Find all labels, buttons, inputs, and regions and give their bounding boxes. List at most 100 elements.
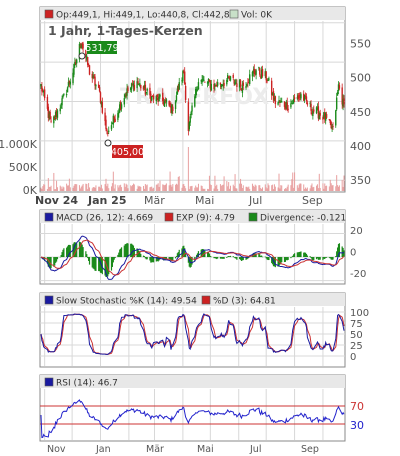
volume-bar (68, 178, 70, 191)
divergence-bar (152, 257, 154, 263)
volume-bar (287, 184, 289, 191)
volume-bar (46, 188, 48, 191)
divergence-bar (234, 257, 236, 259)
volume-bar (207, 188, 209, 191)
candle-body (306, 102, 309, 105)
divergence-bar (131, 244, 134, 258)
volume-bar (319, 187, 321, 191)
candle-body (195, 88, 197, 99)
divergence-bar (306, 255, 308, 258)
divergence-bar (68, 244, 70, 258)
volume-bar (306, 187, 308, 191)
volume-bar (158, 186, 160, 191)
volume-bar (151, 186, 153, 191)
divergence-bar (136, 248, 138, 258)
divergence-bar (317, 257, 319, 260)
candle-body (188, 122, 190, 130)
candle-body (136, 81, 138, 89)
volume-bar (176, 184, 178, 191)
volume-bar (278, 173, 280, 191)
candle-body (172, 106, 174, 111)
x-tick: Mai (195, 194, 214, 207)
divergence-bar (313, 257, 315, 261)
candle-body (337, 84, 340, 91)
candle-body (266, 80, 268, 82)
candle-body (86, 57, 89, 65)
divergence-bar (163, 257, 165, 261)
candle-body (290, 103, 292, 108)
divergence-bar (286, 257, 288, 261)
divergence-bar (155, 257, 157, 262)
divergence-bar (312, 257, 314, 261)
volume-bar (265, 187, 267, 191)
divergence-bar (255, 253, 257, 258)
volume-bar (69, 187, 71, 191)
divergence-bar (304, 252, 307, 258)
divergence-bar (152, 257, 155, 263)
volume-bar (241, 188, 243, 191)
volume-bar (169, 171, 171, 191)
volume-bar (229, 185, 231, 191)
divergence-bar (150, 257, 152, 263)
divergence-bar (216, 257, 218, 260)
candle-body (162, 92, 164, 102)
volume-bar (113, 188, 115, 191)
candle-body (49, 111, 51, 120)
volume-bar (330, 183, 332, 191)
divergence-bar (144, 257, 146, 259)
volume-bar (264, 184, 266, 191)
exp-legend-swatch (164, 212, 174, 222)
volume-bar (49, 186, 51, 191)
volume-bar (59, 185, 61, 191)
candle-body (156, 94, 158, 98)
divergence-bar (174, 257, 177, 259)
divergence-bar (341, 246, 343, 258)
volume-bar (200, 185, 202, 191)
candle-body (248, 82, 250, 84)
candle-body (249, 74, 251, 84)
divergence-bar (287, 257, 289, 260)
candle-body (195, 90, 198, 92)
candle-body (228, 77, 231, 80)
volume-bar (216, 184, 218, 191)
candle-body (95, 85, 97, 87)
volume-bar (272, 184, 274, 191)
volume-bar (43, 184, 45, 191)
rsi-tick-30: 30 (350, 419, 364, 432)
divergence-bar (204, 250, 206, 258)
volume-bar (123, 183, 125, 191)
divergence-bar (261, 255, 263, 258)
volume-bar (213, 188, 215, 191)
divergence-bar (260, 255, 262, 258)
candle-body (85, 49, 87, 58)
volume-bar (337, 185, 339, 191)
volume-bar (112, 171, 114, 191)
candle-body (86, 55, 88, 60)
divergence-bar (140, 253, 142, 258)
candle-body (229, 76, 232, 81)
candle-body (216, 82, 219, 86)
candle-body (236, 83, 238, 88)
candle-body (164, 99, 167, 101)
volume-bar (209, 184, 211, 191)
volume-bar (220, 185, 222, 191)
candle-body (206, 81, 209, 84)
volume-bar (67, 185, 69, 191)
divergence-bar (131, 243, 133, 258)
volume-bar (107, 183, 109, 191)
divergence-bar (149, 257, 151, 261)
candle-body (280, 101, 282, 103)
volume-bar (341, 179, 343, 191)
divergence-bar (63, 248, 65, 258)
divergence-bar (195, 257, 197, 258)
candle-body (82, 43, 84, 49)
divergence-bar (185, 253, 187, 258)
divergence-bar (246, 257, 248, 260)
divergence-bar (284, 257, 287, 262)
volume-bar (114, 184, 116, 191)
volume-bar (204, 188, 206, 191)
candle-body (239, 80, 242, 87)
candle-body (305, 96, 308, 101)
divergence-bar (343, 250, 345, 258)
